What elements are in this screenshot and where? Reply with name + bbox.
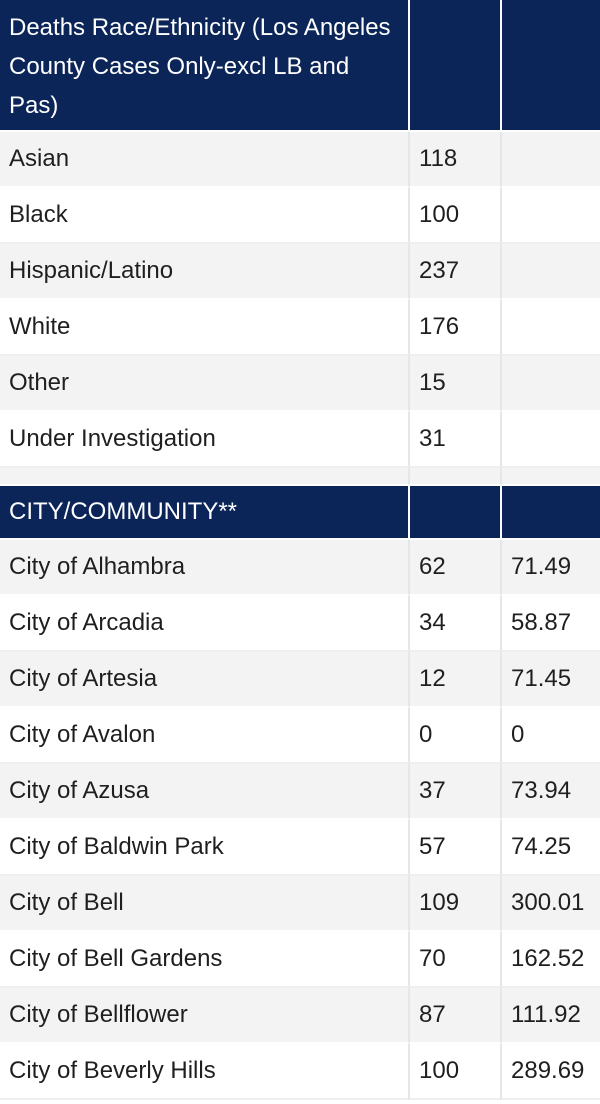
race-header-col2 [410, 0, 502, 132]
row-count: 57 [410, 820, 502, 876]
row-rate [502, 132, 600, 188]
city-header-col3 [502, 486, 600, 540]
table-row: City of Bell 109 300.01 [0, 876, 600, 932]
table-row: Under Investigation 31 [0, 412, 600, 468]
row-rate: 162.52 [502, 932, 600, 988]
row-count: 12 [410, 652, 502, 708]
row-label: City of Bellflower [0, 988, 410, 1044]
row-count: 31 [410, 412, 502, 468]
table-row: White 176 [0, 300, 600, 356]
table-row: City of Arcadia 34 58.87 [0, 596, 600, 652]
row-count: 70 [410, 932, 502, 988]
row-count: 237 [410, 244, 502, 300]
city-header-label: CITY/COMMUNITY** [0, 486, 410, 540]
row-label: City of Avalon [0, 708, 410, 764]
table-row: City of Baldwin Park 57 74.25 [0, 820, 600, 876]
row-count: 100 [410, 1044, 502, 1100]
city-header-col2 [410, 486, 502, 540]
row-label: Hispanic/Latino [0, 244, 410, 300]
spacer-cell [502, 468, 600, 486]
race-header-col3 [502, 0, 600, 132]
table-row: Black 100 [0, 188, 600, 244]
row-label: Other [0, 356, 410, 412]
row-label: City of Beverly Hills [0, 1044, 410, 1100]
row-label: City of Bell [0, 876, 410, 932]
spacer-cell [410, 468, 502, 486]
row-rate: 71.49 [502, 540, 600, 596]
row-label: Black [0, 188, 410, 244]
row-label: City of Artesia [0, 652, 410, 708]
row-rate: 73.94 [502, 764, 600, 820]
table-row: City of Beverly Hills 100 289.69 [0, 1044, 600, 1100]
table-row: City of Bellflower 87 111.92 [0, 988, 600, 1044]
row-label: City of Alhambra [0, 540, 410, 596]
table-row: Other 15 [0, 356, 600, 412]
city-header-row: CITY/COMMUNITY** [0, 486, 600, 540]
row-rate: 58.87 [502, 596, 600, 652]
table-row: City of Artesia 12 71.45 [0, 652, 600, 708]
race-header-label: Deaths Race/Ethnicity (Los Angeles Count… [0, 0, 410, 132]
row-rate: 74.25 [502, 820, 600, 876]
row-count: 118 [410, 132, 502, 188]
table-row: City of Alhambra 62 71.49 [0, 540, 600, 596]
spacer-cell [0, 468, 410, 486]
row-rate: 71.45 [502, 652, 600, 708]
table-row: Hispanic/Latino 237 [0, 244, 600, 300]
row-rate: 0 [502, 708, 600, 764]
table-row: City of Azusa 37 73.94 [0, 764, 600, 820]
row-rate [502, 300, 600, 356]
row-count: 15 [410, 356, 502, 412]
table-row: City of Avalon 0 0 [0, 708, 600, 764]
row-rate: 300.01 [502, 876, 600, 932]
table-row: Asian 118 [0, 132, 600, 188]
section-spacer [0, 468, 600, 486]
row-rate [502, 412, 600, 468]
row-count: 0 [410, 708, 502, 764]
row-count: 87 [410, 988, 502, 1044]
row-label: Under Investigation [0, 412, 410, 468]
row-count: 62 [410, 540, 502, 596]
row-count: 37 [410, 764, 502, 820]
row-label: White [0, 300, 410, 356]
row-label: City of Azusa [0, 764, 410, 820]
row-rate: 111.92 [502, 988, 600, 1044]
row-label: City of Baldwin Park [0, 820, 410, 876]
row-count: 34 [410, 596, 502, 652]
row-label: City of Bell Gardens [0, 932, 410, 988]
table-row: City of Bell Gardens 70 162.52 [0, 932, 600, 988]
row-rate [502, 356, 600, 412]
row-rate: 289.69 [502, 1044, 600, 1100]
row-rate [502, 244, 600, 300]
race-header-row: Deaths Race/Ethnicity (Los Angeles Count… [0, 0, 600, 132]
row-rate [502, 188, 600, 244]
row-count: 100 [410, 188, 502, 244]
row-count: 176 [410, 300, 502, 356]
row-label: City of Arcadia [0, 596, 410, 652]
row-label: Asian [0, 132, 410, 188]
row-count: 109 [410, 876, 502, 932]
